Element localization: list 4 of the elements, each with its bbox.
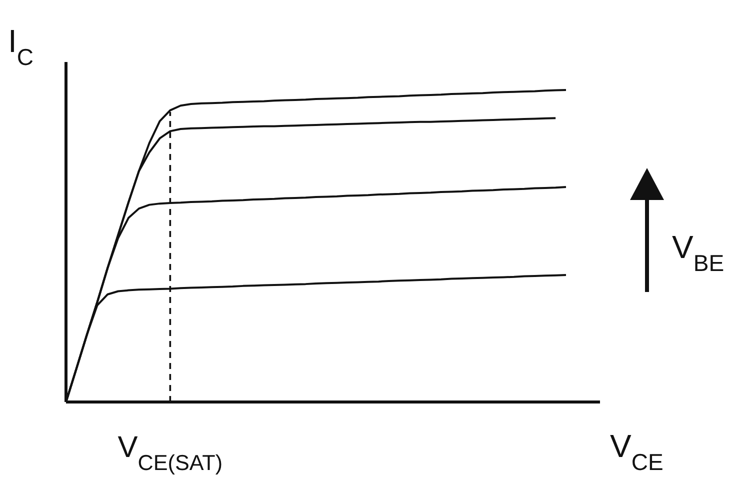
text: V$_{BE}$ bbox=[672, 229, 724, 276]
text: V$_{CE(SAT)}$ bbox=[118, 431, 223, 474]
x-axis-title: V$_{CE}$ bbox=[610, 428, 664, 475]
y-axis-title: I$_{C}$ bbox=[8, 23, 34, 70]
